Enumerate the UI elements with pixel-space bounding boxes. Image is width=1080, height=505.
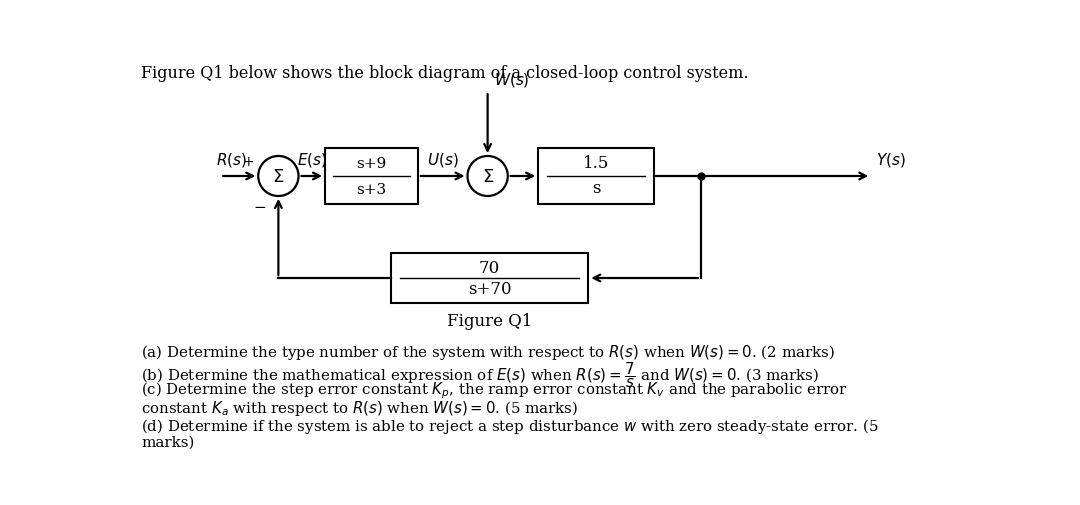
Text: (b) Determine the mathematical expression of $E(s)$ when $R(s) = \dfrac{7}{s}$ a: (b) Determine the mathematical expressio… [141,360,820,390]
Text: $-$: $-$ [253,198,267,212]
Text: (c) Determine the step error constant $K_p$, the ramp error constant $K_v$ and t: (c) Determine the step error constant $K… [141,380,848,400]
FancyBboxPatch shape [538,149,654,205]
FancyBboxPatch shape [391,254,589,304]
Text: $U(s)$: $U(s)$ [427,151,459,169]
Text: $\Sigma$: $\Sigma$ [272,168,284,186]
Text: (d) Determine if the system is able to reject a step disturbance $w$ with zero s: (d) Determine if the system is able to r… [141,416,879,435]
Text: s: s [592,180,600,196]
Text: s+9: s+9 [356,157,387,171]
Text: $R(s)$: $R(s)$ [216,151,247,169]
Text: $\Sigma$: $\Sigma$ [482,168,494,186]
Text: marks): marks) [141,434,194,448]
Text: constant $K_a$ with respect to $R(s)$ when $W(s) = 0$. (5 marks): constant $K_a$ with respect to $R(s)$ wh… [141,398,579,417]
Text: (a) Determine the type number of the system with respect to $R(s)$ when $W(s) = : (a) Determine the type number of the sys… [141,342,835,361]
Text: 1.5: 1.5 [583,155,609,172]
Text: s+3: s+3 [356,183,387,196]
Text: Figure Q1 below shows the block diagram of a closed-loop control system.: Figure Q1 below shows the block diagram … [141,65,748,82]
Text: $Y(s)$: $Y(s)$ [876,151,906,169]
Text: $E(s)$: $E(s)$ [297,151,327,169]
FancyBboxPatch shape [325,149,418,205]
Text: 70: 70 [478,259,500,276]
Text: Figure Q1: Figure Q1 [447,313,532,330]
Text: $+$: $+$ [242,155,255,169]
Text: s+70: s+70 [468,281,511,298]
Text: $W(s)$: $W(s)$ [494,71,529,89]
